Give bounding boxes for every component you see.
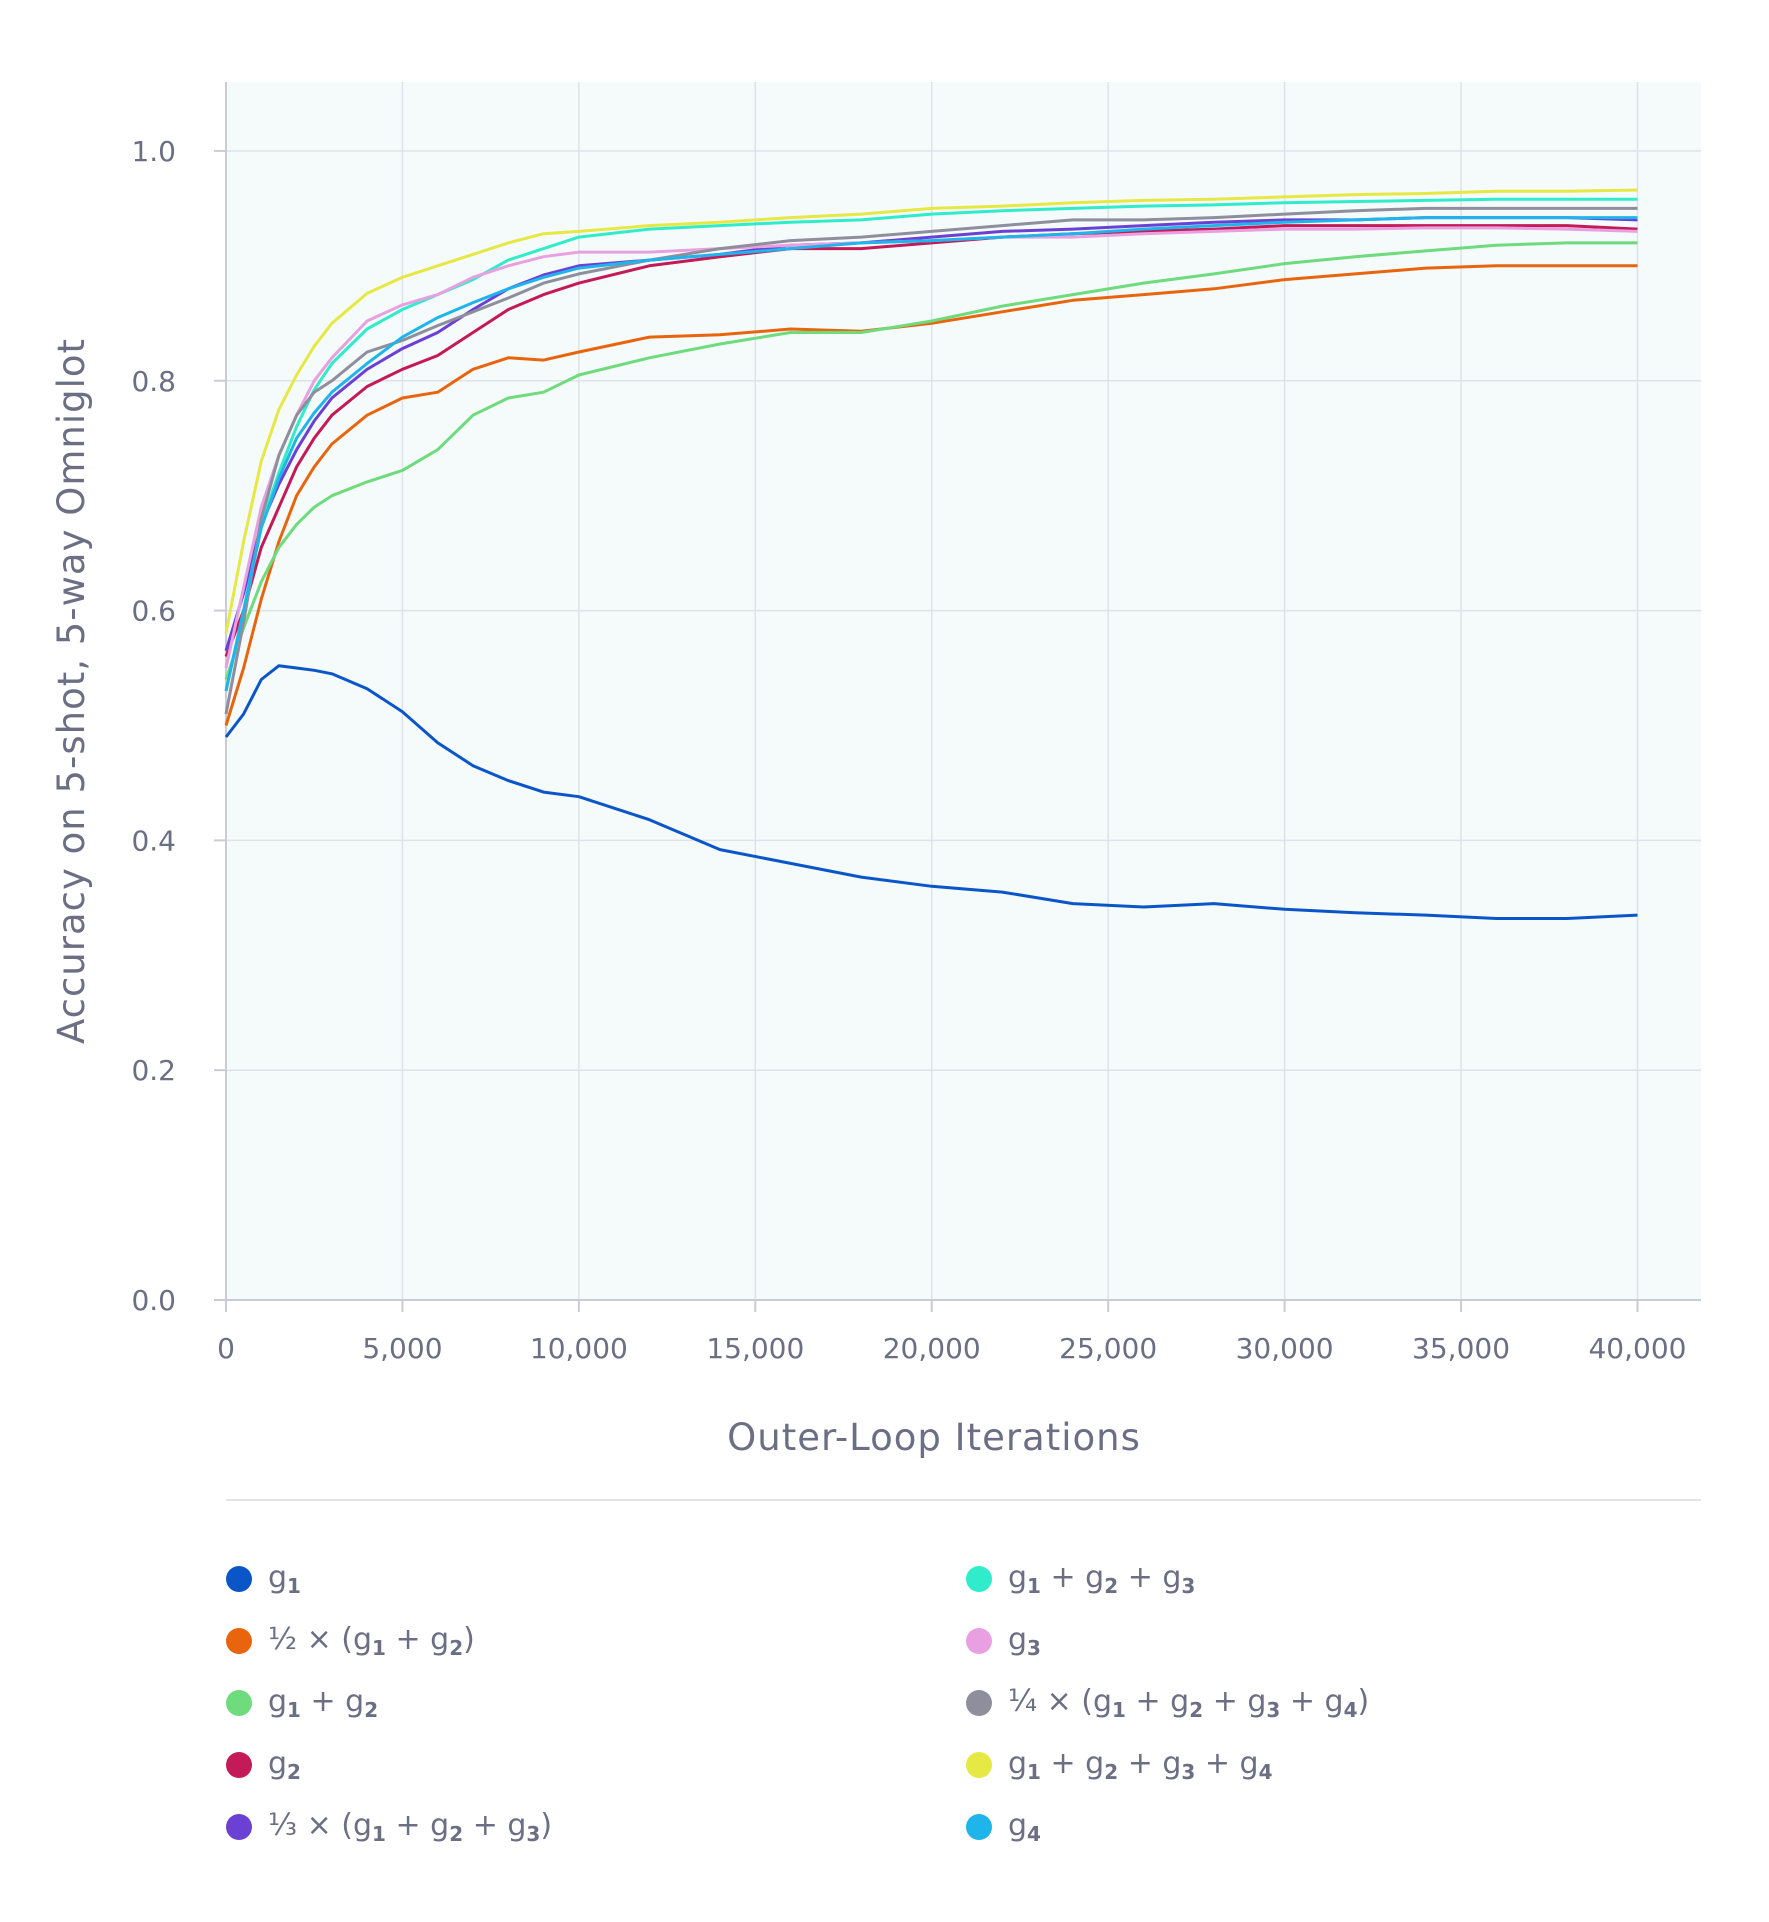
legend-item: ¼ × (g1 + g2 + g3 + g4) <box>966 1672 1686 1734</box>
series-line-4 <box>224 224 1638 658</box>
legend-swatch <box>226 1628 252 1654</box>
x-tick-label: 10,000 <box>530 1332 628 1365</box>
y-tick-label: 1.0 <box>131 135 176 168</box>
legend-swatch <box>966 1690 992 1716</box>
legend-label: g1 + g2 + g3 + g4 <box>1008 1746 1273 1784</box>
x-tick-label: 35,000 <box>1412 1332 1510 1365</box>
legend: g1 ½ × (g1 + g2) g1 + g2 g2 ⅓ × (g1 + g2 + g… <box>226 1548 1701 1878</box>
legend-item: ⅓ × (g1 + g2 + g3) <box>226 1796 946 1858</box>
series-line-3 <box>224 241 1638 680</box>
legend-item: g3 <box>966 1610 1686 1672</box>
legend-divider <box>226 1499 1701 1501</box>
y-tick-label: 0.4 <box>131 824 176 857</box>
legend-swatch <box>966 1628 992 1654</box>
y-tick-label: 0.8 <box>131 365 176 398</box>
series-line-1 <box>224 664 1638 920</box>
legend-item: g1 + g2 + g3 <box>966 1548 1686 1610</box>
legend-column-right: g1 + g2 + g3 g3 ¼ × (g1 + g2 + g3 + g4) g1 … <box>966 1548 1686 1858</box>
legend-label: g2 <box>268 1746 301 1784</box>
line-chart: 0 5,000 10,000 15,000 20,000 25,000 30,000 35,0… <box>50 82 1701 1459</box>
legend-item: g1 + g2 <box>226 1672 946 1734</box>
x-tick-label: 40,000 <box>1588 1332 1686 1365</box>
legend-label: ½ × (g1 + g2) <box>268 1622 475 1660</box>
legend-item: g1 <box>226 1548 946 1610</box>
y-tick-label: 0.2 <box>131 1054 176 1087</box>
series-line-9 <box>224 188 1638 634</box>
grid-lines <box>226 82 1701 1300</box>
x-tick-label: 0 <box>217 1332 235 1365</box>
legend-item: g1 + g2 + g3 + g4 <box>966 1734 1686 1796</box>
legend-label: g4 <box>1008 1808 1041 1846</box>
series-line-2 <box>224 264 1638 726</box>
legend-swatch <box>226 1566 252 1592</box>
x-tick-label: 5,000 <box>362 1332 442 1365</box>
x-tick-label: 15,000 <box>706 1332 804 1365</box>
legend-label: g1 <box>268 1560 301 1598</box>
legend-label: g1 + g2 + g3 <box>1008 1560 1196 1598</box>
plot-area <box>226 82 1701 1300</box>
y-tick-labels: 0.0 0.2 0.4 0.6 0.8 1.0 <box>131 135 176 1317</box>
legend-label: ¼ × (g1 + g2 + g3 + g4) <box>1008 1684 1370 1722</box>
x-axis-title: Outer-Loop Iterations <box>727 1416 1141 1459</box>
series-lines <box>224 188 1638 920</box>
y-tick-label: 0.0 <box>131 1284 176 1317</box>
legend-label: g3 <box>1008 1622 1041 1660</box>
legend-swatch <box>226 1690 252 1716</box>
legend-swatch <box>966 1566 992 1592</box>
legend-column-left: g1 ½ × (g1 + g2) g1 + g2 g2 ⅓ × (g1 + g2 + g… <box>226 1548 946 1858</box>
legend-swatch <box>226 1814 252 1840</box>
y-axis-title: Accuracy on 5-shot, 5-way Omniglot <box>50 338 93 1044</box>
series-line-10 <box>224 216 1638 692</box>
x-tick-label: 30,000 <box>1236 1332 1334 1365</box>
legend-item: g4 <box>966 1796 1686 1858</box>
x-tick-label: 25,000 <box>1059 1332 1157 1365</box>
legend-label: ⅓ × (g1 + g2 + g3) <box>268 1808 553 1846</box>
legend-item: g2 <box>226 1734 946 1796</box>
legend-swatch <box>226 1752 252 1778</box>
legend-label: g1 + g2 <box>268 1684 379 1722</box>
x-tick-labels: 0 5,000 10,000 15,000 20,000 25,000 30,000 35,0… <box>217 1332 1686 1365</box>
y-tick-label: 0.6 <box>131 595 176 628</box>
legend-swatch <box>966 1752 992 1778</box>
x-tick-label: 20,000 <box>883 1332 981 1365</box>
legend-item: ½ × (g1 + g2) <box>226 1610 946 1672</box>
legend-swatch <box>966 1814 992 1840</box>
series-line-7 <box>224 226 1638 669</box>
